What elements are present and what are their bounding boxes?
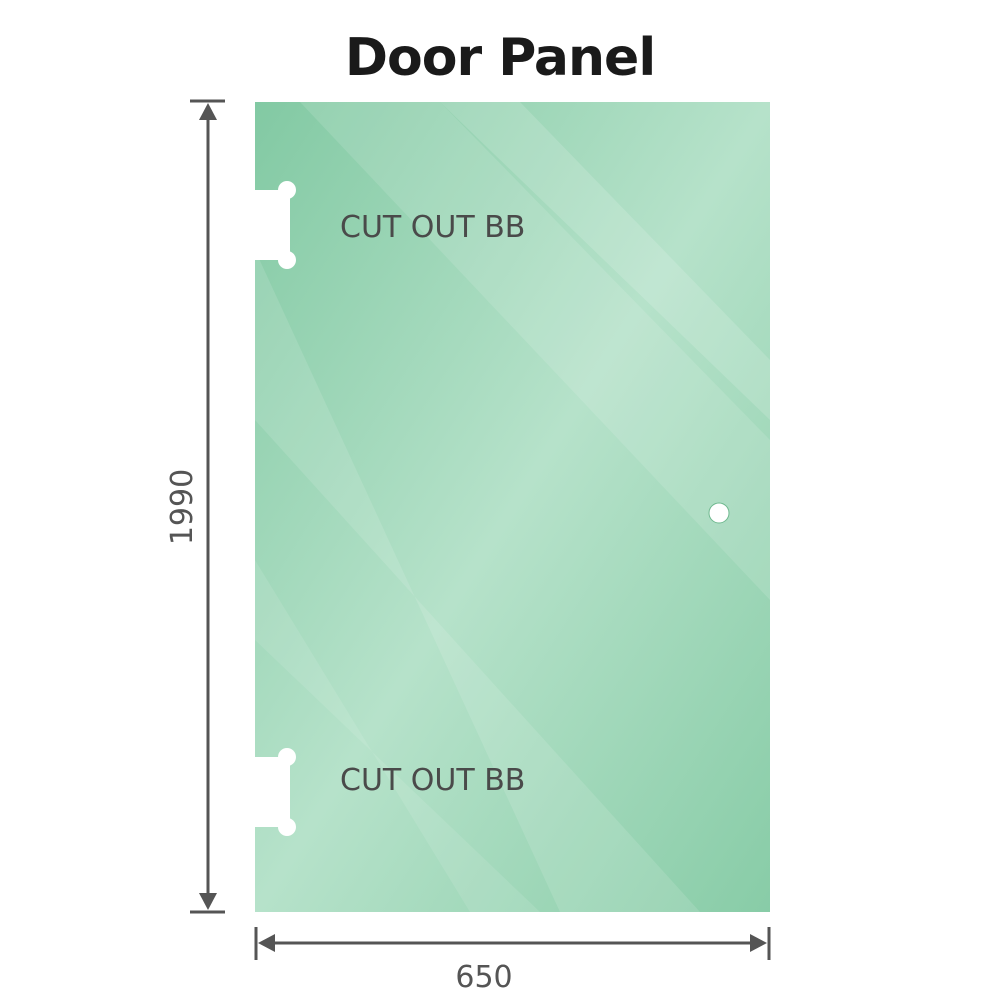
width-dimension-line — [254, 927, 771, 960]
cutout-label-bottom: CUT OUT BB — [340, 763, 525, 798]
cutout-top — [250, 181, 296, 269]
cutout-label-top: CUT OUT BB — [340, 210, 525, 245]
width-label: 650 — [455, 960, 512, 995]
height-label: 1990 — [165, 469, 200, 545]
diagram-title: Door Panel — [344, 28, 656, 88]
glass-panel — [255, 102, 770, 912]
handle-hole — [708, 502, 730, 524]
cutout-bottom — [250, 748, 296, 836]
height-dimension-line — [190, 99, 225, 914]
